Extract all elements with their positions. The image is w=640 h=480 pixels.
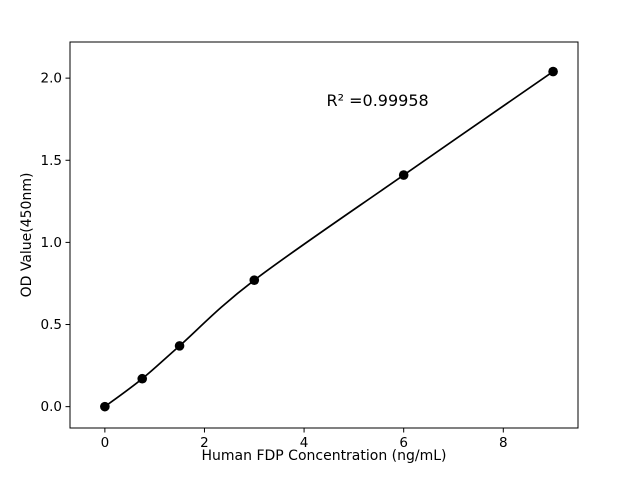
y-tick-label: 1.5 (41, 153, 62, 169)
data-point (100, 401, 110, 412)
y-tick-label: 0.0 (41, 399, 62, 415)
x-tick-label: 6 (399, 435, 408, 451)
r-squared-annotation: R² =0.99958 (327, 91, 429, 110)
data-point (174, 341, 185, 351)
data-point (398, 170, 409, 180)
data-point (548, 66, 558, 77)
x-tick-label: 8 (499, 435, 508, 451)
plot-area: 0 2 4 6 8 0.0 0.5 1.0 1.5 2.0 (41, 41, 579, 451)
x-tick-label: 0 (101, 435, 110, 451)
y-tick-label: 2.0 (41, 71, 62, 87)
data-point (249, 275, 260, 285)
y-axis-label: OD Value(450nm) (19, 173, 35, 298)
y-tick-label: 0.5 (41, 317, 62, 333)
data-point (137, 373, 148, 384)
y-tick-label: 1.0 (41, 235, 62, 251)
x-axis-label: Human FDP Concentration (ng/mL) (202, 448, 447, 464)
x-tick-label: 4 (300, 435, 309, 451)
fit-curve (104, 70, 554, 408)
x-tick-label: 2 (200, 435, 209, 451)
axes-frame (69, 41, 579, 429)
